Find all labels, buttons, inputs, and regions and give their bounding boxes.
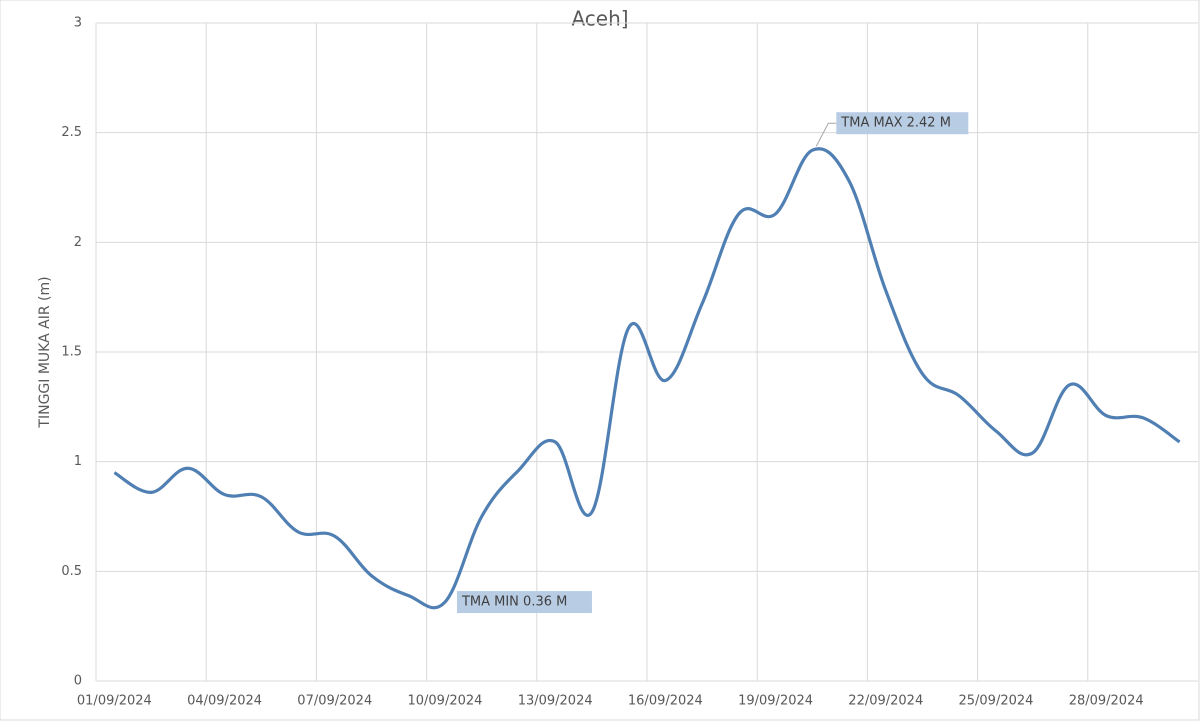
y-tick-label: 3 <box>74 16 82 31</box>
y-tick-label: 0.5 <box>61 564 82 579</box>
x-tick-label: 04/09/2024 <box>187 694 262 709</box>
annotation: TMA MAX 2.42 M <box>815 112 969 147</box>
x-tick-label: 19/09/2024 <box>738 694 813 709</box>
x-tick-label: 10/09/2024 <box>407 694 482 709</box>
chart-title: Aceh] <box>571 7 628 31</box>
annotation-box <box>456 591 592 614</box>
x-tick-label: 13/09/2024 <box>518 694 593 709</box>
x-tick-label: 07/09/2024 <box>297 694 372 709</box>
x-tick-label: 01/09/2024 <box>77 694 152 709</box>
x-tick-label: 28/09/2024 <box>1069 694 1144 709</box>
x-tick-label: 16/09/2024 <box>628 694 703 709</box>
annotation-text: TMA MAX 2.42 M <box>840 116 951 131</box>
y-tick-label: 2.5 <box>61 125 82 140</box>
y-tick-label: 0 <box>74 674 82 689</box>
data-line <box>113 147 1181 610</box>
y-axis-label: TINGGI MUKA AIR (m) <box>37 276 53 428</box>
annotation-text: TMA MIN 0.36 M <box>461 595 567 610</box>
x-tick-label: 25/09/2024 <box>958 694 1033 709</box>
y-tick-label: 2 <box>74 235 82 250</box>
y-tick-label: 1 <box>74 454 82 469</box>
x-tick-label: 22/09/2024 <box>848 694 923 709</box>
y-tick-label: 1.5 <box>61 345 82 360</box>
annotation-leader <box>815 122 837 147</box>
annotation: TMA MIN 0.36 M <box>456 591 592 614</box>
annotation-box <box>836 112 969 135</box>
